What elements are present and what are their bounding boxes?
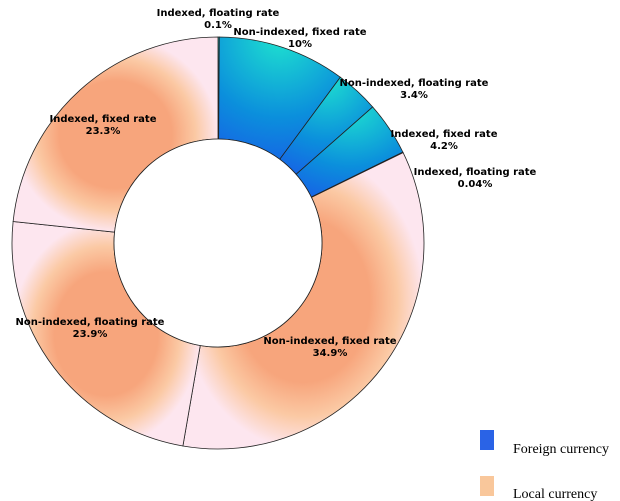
legend-item-foreign-currency: Foreign currency — [480, 430, 609, 457]
legend-item-local-currency: Local currency — [480, 476, 597, 501]
legend: Foreign currency Local currency — [480, 430, 609, 501]
slice-value-label-4: 0.04% — [458, 179, 493, 190]
slice-label-3: Indexed, fixed rate — [391, 129, 498, 140]
donut-hole — [113, 138, 323, 348]
slice-label-7: Indexed, fixed rate — [50, 114, 157, 125]
slice-value-label-0: 0.1% — [204, 20, 232, 31]
slice-label-5: Non-indexed, fixed rate — [263, 336, 396, 347]
slice-value-label-7: 23.3% — [86, 126, 121, 137]
slice-value-label-6: 23.9% — [73, 329, 108, 340]
donut-slices — [11, 36, 425, 450]
slice-label-0: Indexed, floating rate — [157, 8, 280, 19]
slice-label-4: Indexed, floating rate — [414, 167, 537, 178]
legend-label-foreign-currency: Foreign currency — [513, 442, 609, 457]
slice-value-label-2: 3.4% — [400, 90, 428, 101]
slice-label-6: Non-indexed, floating rate — [16, 317, 165, 328]
slice-label-1: Non-indexed, fixed rate — [233, 27, 366, 38]
legend-label-local-currency: Local currency — [513, 487, 597, 501]
slice-value-label-5: 34.9% — [313, 348, 348, 359]
slice-label-2: Non-indexed, floating rate — [340, 78, 489, 89]
legend-swatch-foreign-currency — [480, 430, 494, 450]
slice-value-label-1: 10% — [288, 39, 312, 50]
slice-value-label-3: 4.2% — [430, 141, 458, 152]
legend-swatch-local-currency — [480, 476, 494, 496]
